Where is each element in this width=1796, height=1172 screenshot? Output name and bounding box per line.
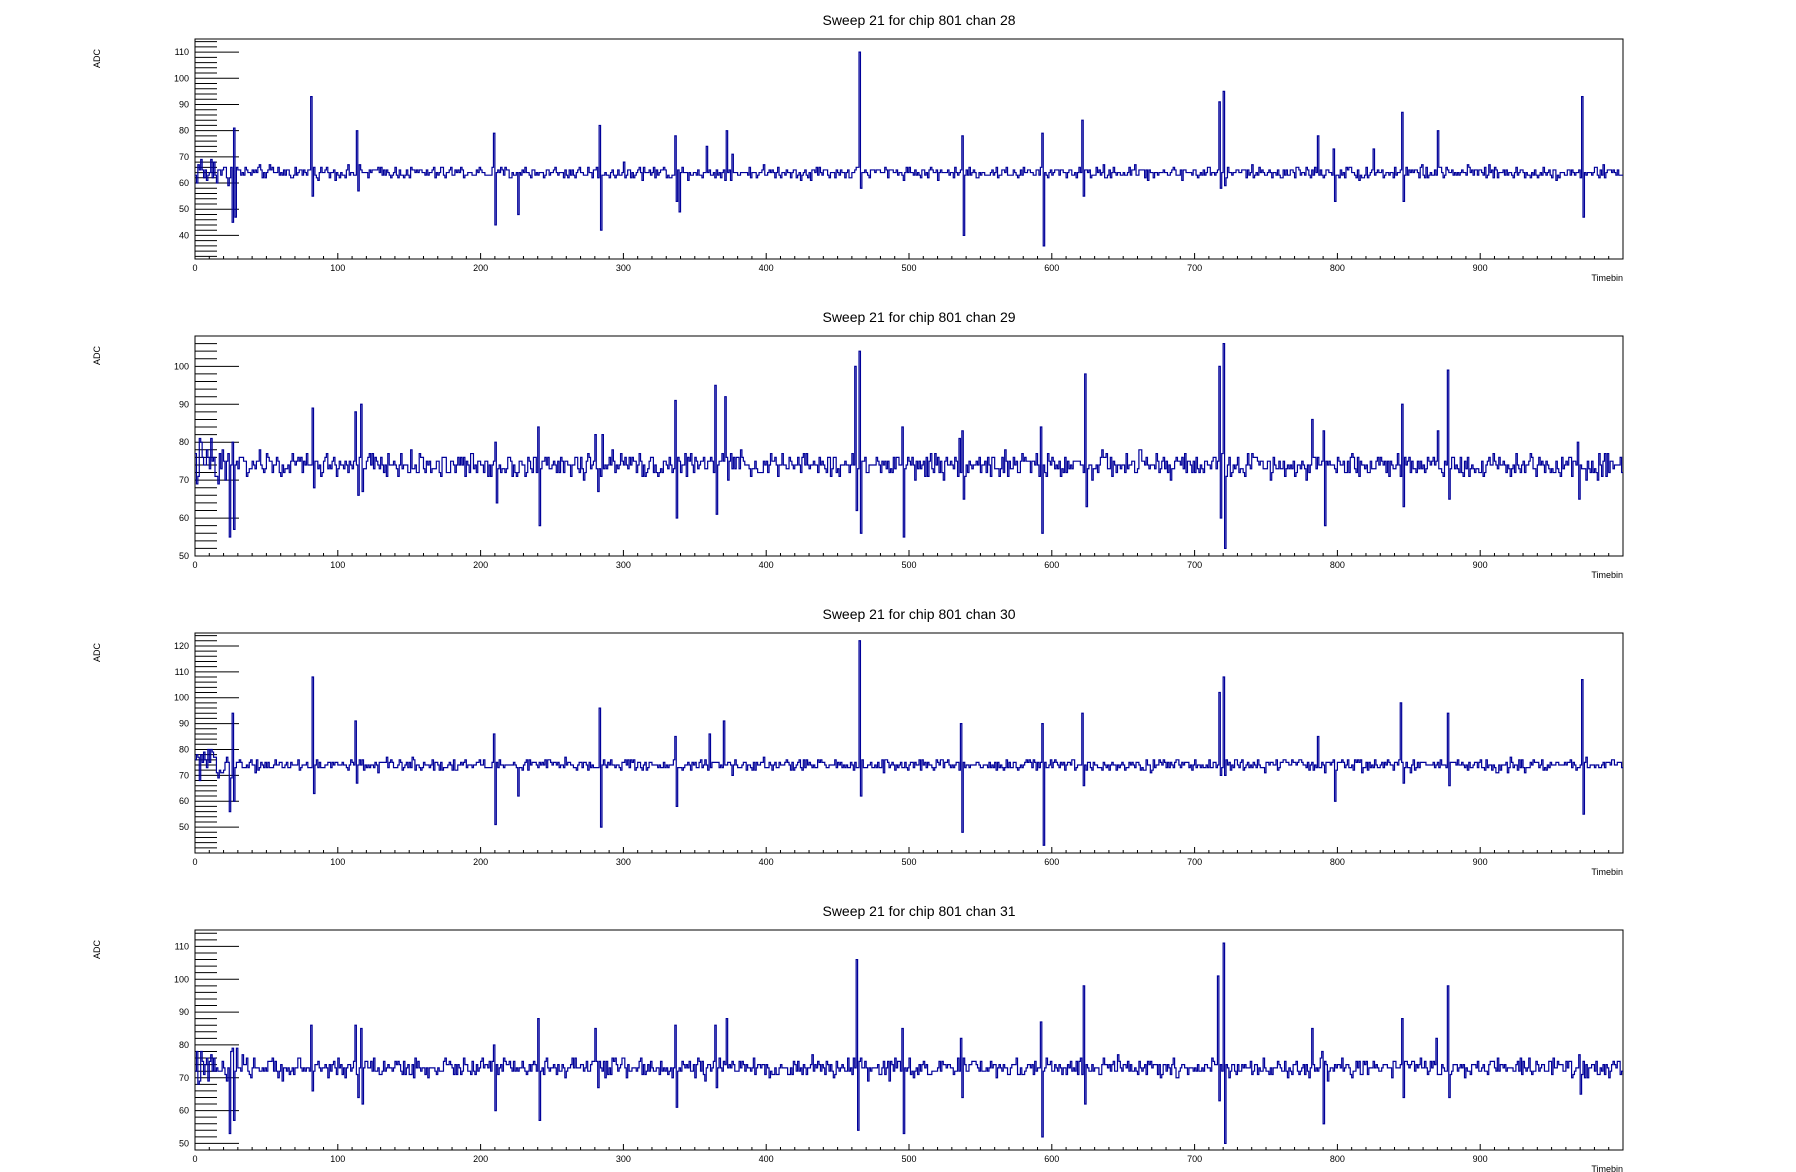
x-tick-label: 800 xyxy=(1330,560,1345,570)
x-tick-label: 700 xyxy=(1187,1154,1202,1164)
y-tick-label: 60 xyxy=(179,1106,189,1116)
adc-series-line xyxy=(195,342,1623,550)
y-tick-label: 110 xyxy=(175,47,189,57)
x-tick-label: 500 xyxy=(901,1154,916,1164)
y-tick-label: 80 xyxy=(179,744,189,754)
y-tick-label: 60 xyxy=(179,178,189,188)
x-tick-label: 0 xyxy=(192,560,197,570)
y-tick-label: 100 xyxy=(174,73,189,83)
y-tick-label: 70 xyxy=(179,770,189,780)
x-tick-label: 900 xyxy=(1473,560,1488,570)
chart-title: Sweep 21 for chip 801 chan 31 xyxy=(822,903,1015,919)
y-tick-label: 120 xyxy=(174,641,189,651)
y-tick-label: 70 xyxy=(179,475,189,485)
chart-title: Sweep 21 for chip 801 chan 29 xyxy=(822,309,1015,325)
y-tick-label: 60 xyxy=(179,513,189,523)
y-tick-label: 100 xyxy=(174,974,189,984)
x-tick-label: 800 xyxy=(1330,1154,1345,1164)
x-tick-label: 200 xyxy=(473,263,488,273)
x-tick-label: 600 xyxy=(1044,857,1059,867)
x-tick-label: 900 xyxy=(1473,1154,1488,1164)
x-tick-label: 400 xyxy=(759,560,774,570)
x-tick-label: 900 xyxy=(1473,857,1488,867)
y-tick-label: 80 xyxy=(179,437,189,447)
y-tick-label: 110 xyxy=(175,667,189,677)
plot-frame xyxy=(194,632,1624,854)
x-tick-label: 0 xyxy=(192,857,197,867)
chart-title: Sweep 21 for chip 801 chan 28 xyxy=(822,12,1015,28)
x-tick-label: 400 xyxy=(759,263,774,273)
y-tick-label: 50 xyxy=(179,204,189,214)
x-tick-label: 400 xyxy=(759,857,774,867)
x-axis-title: Timebin xyxy=(1591,570,1623,580)
x-axis-title: Timebin xyxy=(1591,867,1623,877)
plot-frame xyxy=(194,38,1624,260)
chart-panels: Sweep 21 for chip 801 chan 28 40 50 60 70 80 9… xyxy=(92,12,1624,1172)
plot-frame xyxy=(194,335,1624,557)
chart-panel-1: Sweep 21 for chip 801 chan 29 50 60 70 80 90 1… xyxy=(92,309,1624,580)
y-tick-label: 90 xyxy=(179,399,189,409)
x-tick-label: 400 xyxy=(759,1154,774,1164)
y-tick-label: 100 xyxy=(174,693,189,703)
x-tick-label: 900 xyxy=(1473,263,1488,273)
x-tick-label: 100 xyxy=(330,560,345,570)
x-tick-label: 300 xyxy=(616,857,631,867)
x-tick-label: 600 xyxy=(1044,1154,1059,1164)
x-axis-title: Timebin xyxy=(1591,1164,1623,1172)
y-axis-title: ADC xyxy=(92,940,102,960)
x-tick-label: 800 xyxy=(1330,263,1345,273)
x-tick-label: 100 xyxy=(330,1154,345,1164)
x-tick-label: 700 xyxy=(1187,263,1202,273)
y-tick-label: 90 xyxy=(179,99,189,109)
adc-series-line xyxy=(195,942,1623,1145)
y-tick-label: 100 xyxy=(174,361,189,371)
x-tick-label: 300 xyxy=(616,560,631,570)
y-tick-label: 70 xyxy=(179,152,189,162)
x-tick-label: 600 xyxy=(1044,560,1059,570)
y-tick-label: 70 xyxy=(179,1073,189,1083)
adc-series-line xyxy=(195,640,1623,846)
chart-panel-2: Sweep 21 for chip 801 chan 30 50 60 70 80 90 1… xyxy=(92,606,1624,877)
x-tick-label: 600 xyxy=(1044,263,1059,273)
y-axis-title: ADC xyxy=(92,643,102,663)
chart-title: Sweep 21 for chip 801 chan 30 xyxy=(822,606,1015,622)
adc-series-line xyxy=(195,51,1623,247)
x-tick-label: 800 xyxy=(1330,857,1345,867)
x-tick-label: 200 xyxy=(473,857,488,867)
chart-panel-3: Sweep 21 for chip 801 chan 31 50 60 70 80 90 1… xyxy=(92,903,1624,1172)
y-axis-title: ADC xyxy=(92,346,102,366)
y-tick-label: 90 xyxy=(179,1007,189,1017)
y-tick-label: 40 xyxy=(179,230,189,240)
x-tick-label: 200 xyxy=(473,1154,488,1164)
y-tick-label: 50 xyxy=(179,551,189,561)
y-tick-label: 80 xyxy=(179,1040,189,1050)
y-axis-title: ADC xyxy=(92,49,102,69)
x-axis-title: Timebin xyxy=(1591,273,1623,283)
x-tick-label: 500 xyxy=(901,857,916,867)
x-tick-label: 500 xyxy=(901,560,916,570)
y-tick-label: 50 xyxy=(179,822,189,832)
y-tick-label: 60 xyxy=(179,796,189,806)
x-tick-label: 0 xyxy=(192,1154,197,1164)
x-tick-label: 100 xyxy=(330,857,345,867)
x-tick-label: 500 xyxy=(901,263,916,273)
plot-frame xyxy=(194,929,1624,1151)
y-tick-label: 50 xyxy=(179,1138,189,1148)
chart-panel-0: Sweep 21 for chip 801 chan 28 40 50 60 70 80 9… xyxy=(92,12,1624,283)
x-tick-label: 300 xyxy=(616,1154,631,1164)
x-tick-label: 700 xyxy=(1187,857,1202,867)
y-tick-label: 110 xyxy=(175,941,189,951)
x-tick-label: 200 xyxy=(473,560,488,570)
x-tick-label: 700 xyxy=(1187,560,1202,570)
x-tick-label: 100 xyxy=(330,263,345,273)
y-tick-label: 90 xyxy=(179,719,189,729)
y-tick-label: 80 xyxy=(179,126,189,136)
x-tick-label: 300 xyxy=(616,263,631,273)
x-tick-label: 0 xyxy=(192,263,197,273)
